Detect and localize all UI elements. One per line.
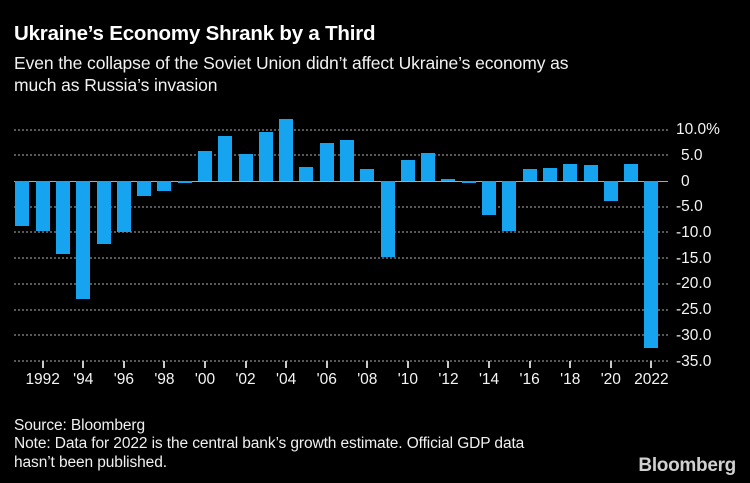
bar-2021 — [624, 163, 639, 181]
bar-2003 — [258, 132, 273, 181]
source-text: Source: Bloomberg — [14, 417, 145, 434]
y-axis-label--25: -25.0 — [676, 301, 712, 319]
x-axis-tick-2012 — [447, 361, 450, 368]
bloomberg-logo: Bloomberg — [638, 455, 736, 476]
x-axis-tick-2016 — [528, 361, 531, 368]
bar-2022 — [644, 181, 659, 349]
note-text: Note: Data for 2022 is the central bank’… — [14, 435, 654, 472]
bar-1999 — [177, 181, 192, 183]
bar-2011 — [421, 152, 436, 181]
x-axis-tick-2002 — [244, 361, 247, 368]
gridline--35 — [14, 360, 668, 363]
y-axis-label-5: 5.0 — [681, 146, 703, 164]
x-axis-label-2018: '18 — [560, 371, 581, 388]
bar-2004 — [279, 118, 294, 181]
gridline--5 — [14, 205, 668, 208]
bar-2000 — [198, 150, 212, 181]
gridline--10 — [14, 231, 668, 234]
note-line2: hasn’t been published. — [14, 453, 167, 471]
bar-2019 — [583, 164, 598, 181]
gridline--25 — [14, 308, 668, 311]
x-axis-label-1992: 1992 — [25, 371, 60, 388]
x-axis-tick-2010 — [406, 361, 409, 368]
x-axis-tick-2008 — [366, 361, 369, 368]
x-axis-tick-1998 — [163, 361, 166, 368]
gridline-10 — [14, 128, 668, 131]
bar-2013 — [461, 181, 476, 183]
x-axis-label-2006: '06 — [316, 371, 337, 388]
bar-2020 — [603, 181, 618, 201]
bar-2018 — [563, 163, 578, 181]
bar-1994 — [76, 181, 91, 299]
x-axis-tick-2004 — [285, 361, 288, 368]
bar-1995 — [96, 181, 111, 244]
y-axis-label--10: -10.0 — [676, 223, 712, 241]
bar-2002 — [238, 153, 253, 181]
x-axis-label-2010: '10 — [397, 371, 418, 388]
x-axis-tick-1996 — [122, 361, 125, 368]
bar-2012 — [441, 179, 456, 181]
chart-subtitle-line1: Even the collapse of the Soviet Union di… — [14, 53, 569, 73]
gridline--15 — [14, 257, 668, 260]
bar-1998 — [157, 181, 172, 191]
x-axis-tick-2000 — [204, 361, 206, 368]
x-axis-tick-2020 — [609, 361, 612, 368]
bar-2014 — [482, 181, 497, 215]
zero-line — [14, 181, 668, 182]
bar-2008 — [360, 169, 375, 181]
gridline--20 — [14, 282, 668, 285]
x-axis-label-2014: '14 — [478, 371, 500, 388]
x-axis-tick-2018 — [569, 361, 572, 368]
chart-subtitle-line2: much as Russia’s invasion — [14, 75, 218, 95]
x-axis-tick-1994 — [82, 361, 85, 368]
bar-1993 — [55, 181, 70, 255]
x-axis-label-2012: '12 — [438, 371, 459, 388]
y-axis-label-0: 0 — [681, 172, 690, 190]
x-axis-label-1998: '98 — [154, 371, 175, 388]
x-axis-label-2008: '08 — [357, 371, 378, 388]
bar-2010 — [400, 159, 415, 181]
x-axis-label-2004: '04 — [276, 371, 297, 388]
x-axis-tick-2006 — [325, 361, 328, 368]
bar-2015 — [502, 181, 517, 232]
x-axis-label-2016: '16 — [519, 371, 540, 388]
y-axis-label--30: -30.0 — [676, 326, 712, 344]
bar-2005 — [299, 167, 314, 181]
bar-2006 — [319, 143, 334, 181]
x-axis-tick-1992 — [41, 361, 44, 368]
y-axis-label--15: -15.0 — [676, 249, 712, 267]
bar-2009 — [380, 181, 395, 258]
x-axis-label-2020: '20 — [600, 371, 621, 388]
bar-1992 — [35, 181, 50, 231]
bar-2007 — [340, 140, 355, 181]
bar-1997 — [137, 181, 152, 197]
y-axis-label--35: -35.0 — [676, 352, 712, 370]
x-axis-label-2022: 2022 — [634, 371, 669, 388]
bar-2016 — [522, 168, 537, 181]
bar-1996 — [116, 181, 131, 233]
y-axis-label--20: -20.0 — [676, 275, 712, 293]
x-axis-tick-2022 — [650, 361, 653, 368]
chart-title: Ukraine’s Economy Shrank by a Third — [14, 22, 376, 45]
y-axis-label--5: -5.0 — [676, 198, 703, 216]
x-axis-label-2000: '00 — [194, 371, 216, 388]
x-axis-label-1996: '96 — [113, 371, 134, 388]
bar-2017 — [542, 168, 557, 181]
bar-1991 — [15, 181, 30, 226]
x-axis-label-2002: '02 — [235, 371, 256, 388]
gridline--30 — [14, 334, 668, 337]
x-axis-label-1994: '94 — [73, 371, 94, 388]
chart-subtitle: Even the collapse of the Soviet Union di… — [14, 52, 734, 96]
y-axis-label-10: 10.0% — [676, 121, 720, 139]
note-line1: Note: Data for 2022 is the central bank’… — [14, 435, 525, 452]
bar-2001 — [218, 135, 233, 181]
x-axis-tick-2014 — [488, 361, 491, 368]
